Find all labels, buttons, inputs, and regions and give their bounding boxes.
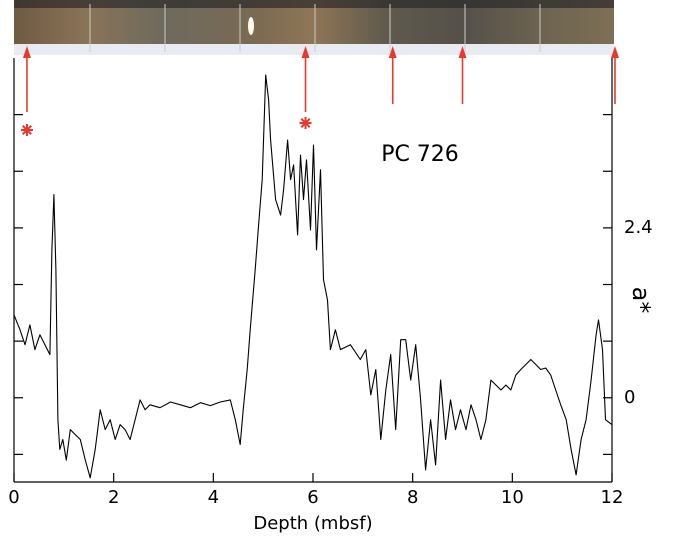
x-tick-label: 8: [407, 487, 418, 508]
x-axis-label: Depth (mbsf): [253, 513, 372, 534]
y-axis-label: a*: [627, 287, 655, 314]
x-tick-label: 12: [601, 487, 624, 508]
x-tick-label: 2: [108, 487, 119, 508]
x-tick-label: 6: [307, 487, 318, 508]
x-tick-label: 0: [8, 487, 19, 508]
asterisk: [20, 124, 33, 136]
core-arrowhead: [610, 46, 619, 58]
core-arrowhead: [458, 46, 467, 58]
x-tick-label: 4: [208, 487, 219, 508]
asterisk: [299, 117, 312, 129]
annotation: PC 726: [381, 142, 459, 167]
core-arrowhead: [22, 46, 31, 58]
y-tick-label: 2.4: [624, 217, 653, 238]
core-arrowhead: [301, 46, 310, 58]
y-tick-label: 0: [624, 387, 635, 408]
x-tick-label: 10: [501, 487, 524, 508]
core-arrowhead: [388, 46, 397, 58]
frame: [13, 58, 613, 483]
core-photo: [14, 0, 614, 55]
data-line: [13, 74, 613, 479]
